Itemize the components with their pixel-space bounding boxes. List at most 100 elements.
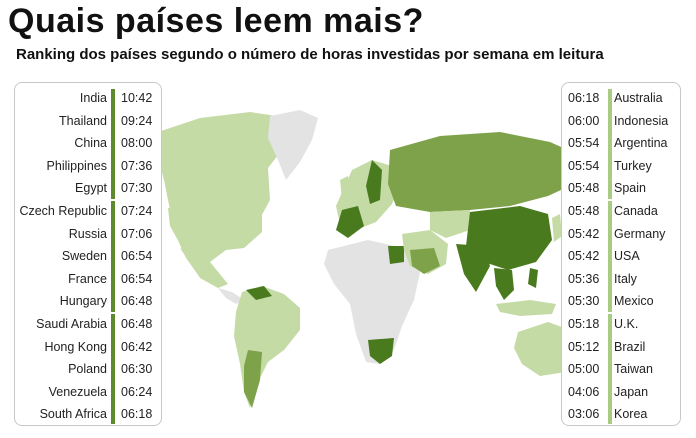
map-venezuela	[246, 286, 272, 300]
map-india	[456, 244, 490, 292]
map-saudi-arabia	[410, 248, 440, 274]
ranking-row: Saudi Arabia 06:48	[15, 313, 161, 335]
country-name: Russia	[68, 226, 107, 241]
map-japan	[552, 214, 562, 242]
page-subtitle: Ranking dos países segundo o número de h…	[16, 46, 604, 63]
ranking-row: Egypt 07:30	[15, 177, 161, 199]
reading-time: 06:48	[121, 317, 153, 331]
page-title: Quais países leem mais?	[8, 2, 424, 40]
ranking-row: Hong Kong 06:42	[15, 336, 161, 358]
reading-time: 05:48	[568, 181, 600, 196]
map-egypt	[388, 246, 404, 264]
ranking-row: Hungary 06:48	[15, 290, 161, 312]
country-name: Korea	[614, 407, 648, 422]
map-usa	[168, 208, 262, 262]
country-name: Canada	[614, 204, 658, 218]
reading-time: 06:18	[121, 407, 153, 422]
reading-time: 05:54	[568, 158, 600, 173]
reading-time: 07:24	[121, 204, 153, 218]
country-name: Australia	[614, 91, 663, 105]
map-mexico	[180, 248, 228, 288]
group-separator	[109, 199, 117, 201]
reading-time: 06:30	[121, 362, 153, 377]
ranking-row: Japan 04:06	[562, 381, 680, 403]
country-name: South Africa	[39, 407, 107, 422]
reading-time: 05:18	[568, 317, 600, 331]
reading-time: 05:42	[568, 249, 600, 264]
reading-time: 05:48	[568, 204, 600, 218]
reading-time: 06:54	[121, 271, 153, 286]
map-philippines	[528, 268, 538, 288]
reading-time: 09:24	[121, 113, 153, 128]
reading-time: 06:00	[568, 113, 600, 128]
reading-time: 08:00	[121, 136, 153, 151]
country-name: India	[79, 91, 107, 105]
country-name: China	[74, 136, 107, 151]
map-argentina	[244, 350, 262, 408]
reading-time: 06:42	[121, 339, 153, 354]
reading-time: 05:30	[568, 294, 600, 309]
country-name: Taiwan	[614, 362, 653, 377]
ranking-row: Thailand 09:24	[15, 110, 161, 132]
map-southeast-asia	[494, 268, 514, 300]
reading-time: 05:00	[568, 362, 600, 377]
country-name: Italy	[614, 271, 637, 286]
country-name: Spain	[614, 181, 646, 196]
country-name: Mexico	[614, 294, 654, 309]
country-name: Philippines	[46, 158, 107, 173]
reading-time: 06:48	[121, 294, 153, 309]
country-name: U.K.	[614, 317, 639, 331]
reading-time: 04:06	[568, 384, 600, 399]
country-name: Poland	[68, 362, 107, 377]
map-russia	[388, 132, 590, 212]
ranking-row: France 06:54	[15, 268, 161, 290]
ranking-bar-right	[608, 89, 612, 424]
reading-time: 07:06	[121, 226, 153, 241]
map-scandinavia	[366, 160, 382, 204]
country-name: Saudi Arabia	[36, 317, 107, 331]
country-name: Czech Republic	[19, 204, 107, 218]
country-name: Venezuela	[48, 384, 107, 399]
map-indonesia	[496, 300, 556, 316]
ranking-row: Taiwan 05:00	[562, 358, 680, 380]
ranking-row: Venezuela 06:24	[15, 381, 161, 403]
group-separator	[606, 312, 614, 314]
ranking-row: Australia 06:18	[562, 87, 680, 109]
ranking-row: South Africa 06:18	[15, 403, 161, 425]
country-name: Thailand	[59, 113, 107, 128]
ranking-row: Germany 05:42	[562, 223, 680, 245]
reading-time: 05:36	[568, 271, 600, 286]
reading-time: 06:54	[121, 249, 153, 264]
ranking-row: Mexico 05:30	[562, 290, 680, 312]
ranking-row: India 10:42	[15, 87, 161, 109]
country-name: Turkey	[614, 158, 652, 173]
country-name: Egypt	[75, 181, 107, 196]
reading-time: 05:12	[568, 339, 600, 354]
reading-time: 10:42	[121, 91, 153, 105]
reading-time: 06:24	[121, 384, 153, 399]
country-name: Hungary	[59, 294, 107, 309]
map-central-america	[218, 288, 244, 304]
ranking-row: Spain 05:48	[562, 177, 680, 199]
country-name: Sweden	[61, 249, 107, 264]
ranking-row: Italy 05:36	[562, 268, 680, 290]
map-greenland	[268, 110, 318, 180]
ranking-row: U.K. 05:18	[562, 313, 680, 335]
country-name: Japan	[614, 384, 649, 399]
ranking-row: Philippines 07:36	[15, 155, 161, 177]
map-china	[466, 206, 552, 270]
ranking-row: Turkey 05:54	[562, 155, 680, 177]
reading-time: 07:36	[121, 158, 153, 173]
country-name: Argentina	[614, 136, 668, 151]
map-south-africa	[368, 338, 394, 364]
ranking-row: Poland 06:30	[15, 358, 161, 380]
reading-time: 05:54	[568, 136, 600, 151]
country-name: Germany	[614, 226, 666, 241]
ranking-row: Korea 03:06	[562, 403, 680, 425]
ranking-row: Canada 05:48	[562, 200, 680, 222]
ranking-bar-left	[111, 89, 115, 424]
country-name: Hong Kong	[44, 339, 107, 354]
ranking-row: Indonesia 06:00	[562, 110, 680, 132]
ranking-row: China 08:00	[15, 132, 161, 154]
